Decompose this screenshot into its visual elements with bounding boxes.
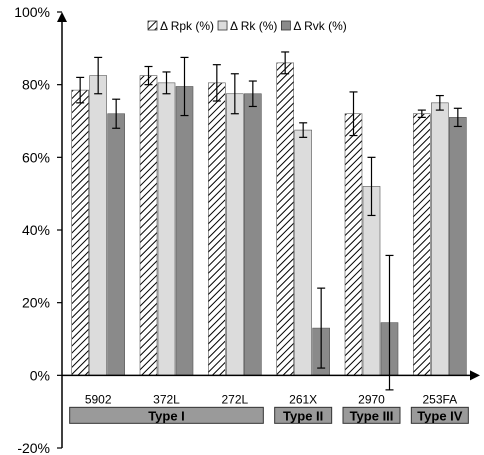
y-axis-arrow: [57, 12, 67, 22]
group-label-type-iii: Type III: [350, 408, 394, 423]
bar-delta-rpk-372l: [139, 75, 158, 376]
category-label-253fa: 253FA: [422, 392, 457, 406]
bar-delta-rpk-5902: [71, 89, 89, 376]
group-box-type-ii: [274, 406, 333, 424]
y-tick-label: 40%: [22, 222, 50, 238]
y-tick-label: 100%: [14, 4, 50, 20]
bar-delta-rk-253fa: [431, 102, 449, 376]
category-label-5902: 5902: [85, 392, 112, 406]
axes: -20% 0% 20% 40% 60% 80% 100%: [14, 4, 480, 455]
category-label-272l: 272L: [221, 392, 248, 406]
x-axis-arrow: [470, 370, 480, 381]
group-box-type-i: [69, 406, 264, 424]
group-box-type-iii: [342, 406, 401, 424]
y-tick-label: 60%: [22, 149, 50, 165]
bar-delta-rpk-272l: [208, 82, 226, 376]
y-tick-label: 20%: [22, 295, 50, 311]
legend-swatch-delta-rvk: [280, 20, 291, 31]
category-label-2970: 2970: [358, 392, 385, 406]
y-tick-label: -20%: [17, 440, 50, 455]
category-label-372l: 372L: [153, 392, 180, 406]
bar-delta-rvk-272l: [244, 93, 262, 376]
y-tick-label: 0%: [30, 367, 50, 383]
bar-delta-rvk-5902: [107, 113, 125, 376]
bar-delta-rvk-253fa: [449, 117, 467, 376]
group-label-type-iv: Type IV: [417, 408, 463, 423]
legend: Δ Rpk (%) Δ Rk (%) Δ Rvk (%): [147, 19, 347, 33]
type-group-labels: 5902 372L 272L 261X 2970 253FA Type I Type II Ty…: [69, 392, 469, 424]
bar-delta-rk-272l: [226, 93, 244, 376]
group-label-type-i: Type I: [148, 408, 185, 423]
bar-delta-rk-372l: [157, 82, 176, 376]
bar-delta-rpk-2970: [344, 113, 363, 376]
group-label-type-ii: Type II: [283, 408, 323, 423]
legend-label-delta-rpk: Δ Rpk (%): [160, 19, 214, 33]
legend-swatch-delta-rpk: [147, 20, 158, 31]
legend-swatch-delta-rk: [217, 20, 228, 31]
bar-delta-rk-5902: [89, 75, 107, 376]
category-label-261x: 261X: [289, 392, 317, 406]
bar-delta-rvk-372l: [175, 86, 194, 376]
y-tick-label: 80%: [22, 77, 50, 93]
legend-label-delta-rvk: Δ Rvk (%): [293, 19, 346, 33]
group-box-type-iv: [410, 406, 469, 424]
bar-delta-rpk-261x: [276, 62, 294, 376]
bar-delta-rk-261x: [294, 129, 312, 376]
bar-delta-rpk-253fa: [413, 113, 431, 376]
bars: [71, 51, 467, 391]
legend-label-delta-rk: Δ Rk (%): [230, 19, 277, 33]
